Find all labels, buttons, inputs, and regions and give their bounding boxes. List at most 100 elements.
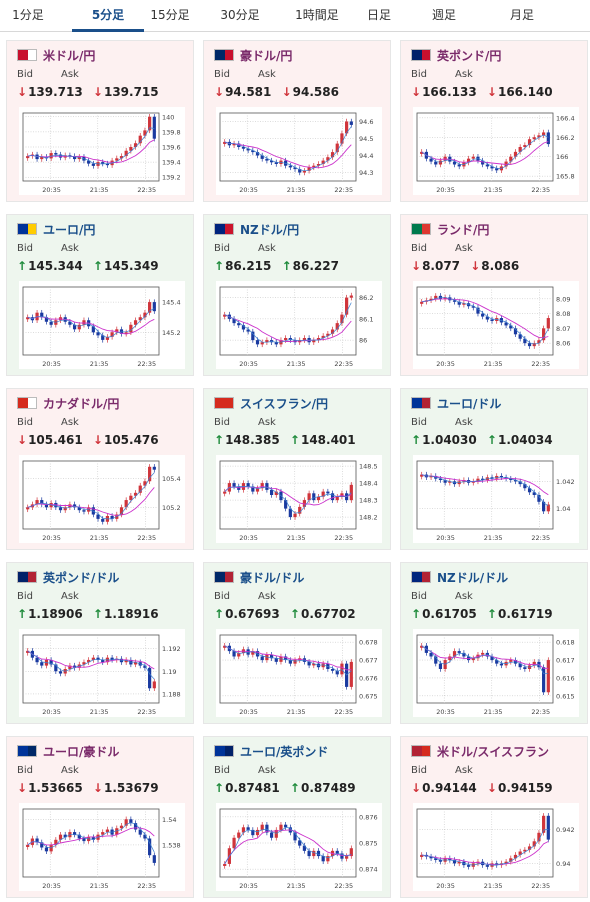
pair-name[interactable]: 米ドル/円 bbox=[43, 48, 96, 63]
candle-body bbox=[316, 850, 321, 857]
candle-body bbox=[495, 168, 499, 171]
ask-label: Ask bbox=[455, 243, 473, 254]
currency-flag-icon bbox=[411, 49, 431, 61]
y-tick-label: 94.4 bbox=[359, 152, 373, 160]
candle-body bbox=[532, 841, 536, 847]
mini-chart[interactable]: 1.042 1.04 20:35 21:35 22:35 bbox=[413, 455, 579, 543]
mini-chart[interactable]: 166.4 166.2 166 165.8 20:35 21:35 22:35 bbox=[413, 107, 579, 195]
mini-chart[interactable]: 86.2 86.1 86 20:35 21:35 22:35 bbox=[216, 281, 382, 369]
short-moving-average-line bbox=[421, 645, 549, 675]
mini-chart[interactable]: 0.876 0.875 0.874 20:35 21:35 22:35 bbox=[216, 803, 382, 891]
y-tick-label: 148.3 bbox=[359, 497, 378, 505]
tab-4[interactable]: 1時間足 bbox=[295, 8, 339, 22]
pair-name[interactable]: 豪ドル/ドル bbox=[240, 570, 305, 585]
rate-card-3[interactable]: ユーロ/円 Bid Ask ↑145.344 ↑145.349 145.4 145… bbox=[6, 214, 194, 376]
mini-chart[interactable]: 140 139.8 139.6 139.4 139.2 20:35 21:35 22:35 bbox=[19, 107, 185, 195]
mini-chart[interactable]: 1.192 1.19 1.188 20:35 21:35 22:35 bbox=[19, 629, 185, 717]
pair-name[interactable]: スイスフラン/円 bbox=[240, 396, 329, 411]
rate-card-0[interactable]: 米ドル/円 Bid Ask ↓139.713 ↓139.715 140 139.8… bbox=[6, 40, 194, 202]
ask-value: 86.227 bbox=[292, 259, 339, 273]
pair-name[interactable]: 豪ドル/円 bbox=[240, 48, 293, 63]
candle-body bbox=[265, 483, 269, 490]
pair-name[interactable]: ランド/円 bbox=[437, 222, 490, 237]
tab-7[interactable]: 月足 bbox=[509, 8, 534, 22]
candle-body bbox=[298, 169, 302, 173]
candle-body bbox=[340, 133, 344, 144]
y-tick-label: 148.5 bbox=[359, 463, 378, 471]
bid-label: Bid bbox=[214, 417, 230, 428]
pair-name[interactable]: 英ポンド/円 bbox=[437, 48, 502, 63]
candle-body bbox=[237, 832, 241, 838]
candle-body bbox=[443, 297, 447, 299]
currency-flag-icon bbox=[411, 571, 431, 583]
pair-name[interactable]: カナダドル/円 bbox=[43, 396, 120, 411]
rate-card-9[interactable]: 英ポンド/ドル Bid Ask ↑1.18906 ↑1.18916 1.192 1… bbox=[6, 562, 194, 724]
y-tick-label: 139.2 bbox=[162, 174, 181, 182]
bid-label: Bid bbox=[17, 591, 33, 602]
candle-body bbox=[49, 321, 53, 325]
pair-name[interactable]: 米ドル/スイスフラン bbox=[437, 744, 550, 759]
candle-body bbox=[274, 658, 278, 662]
candle-body bbox=[443, 480, 447, 483]
direction-arrow-icon: ↑ bbox=[486, 433, 497, 447]
bid-label: Bid bbox=[411, 243, 427, 254]
pair-name[interactable]: ユーロ/英ポンド bbox=[240, 744, 329, 759]
pair-name[interactable]: ユーロ/ドル bbox=[437, 396, 502, 411]
tab-6[interactable]: 週足 bbox=[431, 8, 456, 22]
candle-body bbox=[124, 332, 128, 334]
pair-name[interactable]: ユーロ/円 bbox=[43, 222, 96, 237]
tab-0[interactable]: 1分足 bbox=[12, 8, 44, 22]
x-tick-label: 20:35 bbox=[239, 708, 258, 716]
x-tick-label: 22:35 bbox=[137, 708, 156, 716]
mini-chart[interactable]: 148.5 148.4 148.3 148.2 20:35 21:35 22:35 bbox=[216, 455, 382, 543]
rate-card-2[interactable]: 英ポンド/円 Bid Ask ↓166.133 ↓166.140 166.4 16… bbox=[400, 40, 588, 202]
candle-body bbox=[340, 663, 344, 675]
rate-card-6[interactable]: カナダドル/円 Bid Ask ↓105.461 ↓105.476 105.4 1… bbox=[6, 388, 194, 550]
candle-body bbox=[330, 329, 335, 334]
rate-card-11[interactable]: NZドル/ドル Bid Ask ↑0.61705 ↑0.61719 0.618 0… bbox=[400, 562, 588, 724]
candle-body bbox=[269, 832, 274, 838]
pair-name[interactable]: NZドル/ドル bbox=[437, 570, 509, 585]
rate-card-12[interactable]: ユーロ/豪ドル Bid Ask ↓1.53665 ↓1.53679 1.54 1.… bbox=[6, 736, 194, 898]
candle-body bbox=[518, 147, 522, 152]
candle-chart: 1.192 1.19 1.188 20:35 21:35 22:35 bbox=[22, 634, 181, 716]
mini-chart[interactable]: 105.4 105.2 20:35 21:35 22:35 bbox=[19, 455, 185, 543]
rate-card-4[interactable]: NZドル/円 Bid Ask ↑86.215 ↑86.227 86.2 86.1 8… bbox=[203, 214, 391, 376]
y-tick-label: 105.2 bbox=[162, 504, 181, 512]
pair-name[interactable]: 英ポンド/ドル bbox=[43, 570, 120, 585]
pair-name[interactable]: ユーロ/豪ドル bbox=[43, 744, 120, 759]
candle-body bbox=[462, 303, 466, 305]
tab-5[interactable]: 日足 bbox=[366, 8, 391, 22]
candle-body bbox=[293, 513, 297, 518]
ask-value: 0.67702 bbox=[300, 607, 356, 621]
tab-3[interactable]: 30分足 bbox=[220, 8, 260, 22]
pair-name[interactable]: NZドル/円 bbox=[240, 222, 300, 237]
x-tick-label: 20:35 bbox=[239, 360, 258, 368]
mini-chart[interactable]: 0.678 0.677 0.676 0.675 20:35 21:35 22:35 bbox=[216, 629, 382, 717]
candle-body bbox=[457, 164, 461, 167]
mini-chart[interactable]: 94.6 94.5 94.4 94.3 20:35 21:35 22:35 bbox=[216, 107, 382, 195]
rate-card-7[interactable]: スイスフラン/円 Bid Ask ↑148.385 ↑148.401 148.5… bbox=[203, 388, 391, 550]
x-tick-label: 22:35 bbox=[531, 882, 550, 890]
mini-chart[interactable]: 8.09 8.08 8.07 8.06 20:35 21:35 22:35 bbox=[413, 281, 579, 369]
tab-1[interactable]: 5分足 bbox=[72, 0, 144, 32]
rate-card-14[interactable]: 米ドル/スイスフラン Bid Ask ↓0.94144 ↓0.94159 0.9… bbox=[400, 736, 588, 898]
rate-card-13[interactable]: ユーロ/英ポンド Bid Ask ↑0.87481 ↑0.87489 0.876… bbox=[203, 736, 391, 898]
candle-body bbox=[546, 318, 550, 329]
price-row: ↑148.385 ↑148.401 bbox=[214, 433, 362, 447]
mini-chart[interactable]: 1.54 1.538 20:35 21:35 22:35 bbox=[19, 803, 185, 891]
mini-chart[interactable]: 145.4 145.2 20:35 21:35 22:35 bbox=[19, 281, 185, 369]
mini-chart[interactable]: 0.942 0.94 20:35 21:35 22:35 bbox=[413, 803, 579, 891]
candle-body bbox=[434, 295, 438, 299]
rate-card-10[interactable]: 豪ドル/ドル Bid Ask ↑0.67693 ↑0.67702 0.678 0.… bbox=[203, 562, 391, 724]
candle-chart: 105.4 105.2 20:35 21:35 22:35 bbox=[22, 460, 181, 542]
tab-2[interactable]: 15分足 bbox=[150, 8, 190, 22]
mini-chart[interactable]: 0.618 0.617 0.616 0.615 20:35 21:35 22:35 bbox=[413, 629, 579, 717]
price-row: ↑1.18906 ↑1.18916 bbox=[17, 607, 165, 621]
rate-card-1[interactable]: 豪ドル/円 Bid Ask ↓94.581 ↓94.586 94.6 94.5 94… bbox=[203, 40, 391, 202]
y-tick-label: 0.874 bbox=[359, 866, 378, 874]
rate-card-8[interactable]: ユーロ/ドル Bid Ask ↑1.04030 ↑1.04034 1.042 1.… bbox=[400, 388, 588, 550]
candle-chart: 86.2 86.1 86 20:35 21:35 22:35 bbox=[219, 286, 373, 368]
direction-arrow-icon: ↑ bbox=[214, 607, 225, 621]
rate-card-5[interactable]: ランド/円 Bid Ask ↓8.077 ↓8.086 8.09 8.08 8.07… bbox=[400, 214, 588, 376]
